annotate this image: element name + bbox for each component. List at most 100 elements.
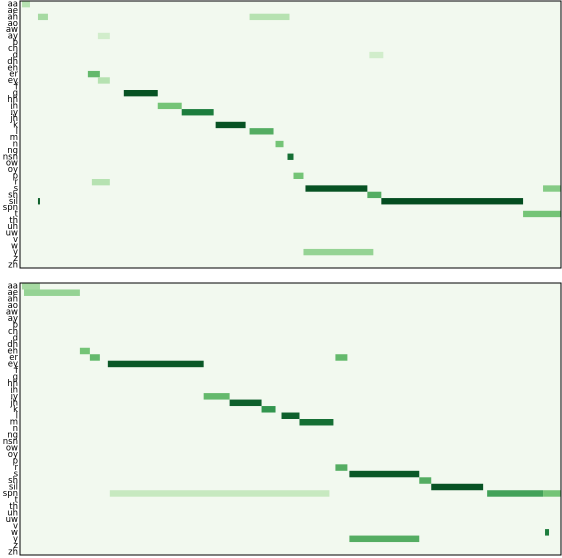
- row-label: b: [13, 38, 18, 48]
- row-label: eh: [7, 347, 18, 357]
- heat-cell: [431, 483, 484, 491]
- row-label: ow: [6, 444, 18, 454]
- heat-cell: [369, 51, 384, 59]
- row-label: t: [15, 209, 19, 219]
- row-label: ae: [8, 288, 18, 298]
- row-label: sh: [8, 190, 18, 200]
- row-label: ng: [7, 146, 18, 156]
- heat-cell: [107, 360, 204, 368]
- row-label: er: [9, 353, 18, 363]
- row-label: b: [13, 321, 18, 331]
- row-label: w: [11, 528, 18, 538]
- row-label: ey: [8, 76, 18, 86]
- row-label: n: [13, 424, 18, 434]
- row-label: d: [13, 334, 18, 344]
- heat-cell: [123, 90, 158, 97]
- heat-cell: [23, 289, 80, 296]
- heat-cell: [543, 185, 561, 192]
- row-label: er: [9, 70, 18, 80]
- row-label: n: [13, 140, 18, 150]
- row-label: aa: [8, 0, 18, 10]
- row-label: sil: [9, 483, 18, 493]
- row-label: dh: [7, 57, 18, 67]
- row-label: ah: [7, 295, 18, 305]
- row-label: ay: [8, 31, 18, 41]
- heat-cell: [303, 248, 374, 256]
- row-label: hh: [7, 379, 18, 389]
- row-label: t: [15, 495, 19, 505]
- row-label: th: [9, 502, 18, 512]
- row-label: ng: [7, 431, 18, 441]
- row-label: iy: [11, 108, 18, 118]
- row-label: z: [14, 254, 19, 264]
- row-label: jh: [9, 398, 18, 408]
- heatmap-background: [20, 1, 561, 268]
- row-label: ah: [7, 12, 18, 22]
- heat-cell: [229, 399, 262, 407]
- row-label: s: [14, 184, 19, 194]
- heat-cell: [249, 13, 290, 21]
- heat-cell: [299, 419, 334, 426]
- heat-cell: [91, 179, 110, 186]
- heat-cell: [215, 121, 246, 129]
- heat-cell: [37, 13, 48, 21]
- row-label: k: [13, 405, 18, 415]
- row-label: d: [13, 51, 18, 61]
- heat-cell: [523, 210, 561, 218]
- row-label: p: [13, 457, 18, 467]
- row-label: w: [11, 241, 18, 251]
- row-label: oy: [8, 165, 18, 175]
- row-label: nsn: [3, 437, 18, 447]
- heat-cell: [281, 412, 300, 419]
- row-label: g: [13, 89, 18, 99]
- row-label: uh: [7, 222, 18, 232]
- heat-cell: [157, 102, 182, 110]
- row-label: l: [16, 411, 18, 421]
- row-label: l: [16, 127, 18, 137]
- row-label: g: [13, 372, 18, 382]
- row-label: z: [14, 541, 19, 551]
- heat-cell: [89, 354, 100, 361]
- row-label: ow: [6, 159, 18, 169]
- row-label: aa: [8, 282, 18, 292]
- row-label: sh: [8, 476, 18, 486]
- row-label: m: [10, 133, 18, 143]
- row-label: eh: [7, 63, 18, 73]
- row-label: ih: [10, 385, 18, 395]
- row-label: s: [14, 470, 19, 480]
- heat-cell: [87, 70, 100, 78]
- panel-frame: [19, 0, 562, 269]
- heat-cell: [419, 477, 432, 484]
- row-label: f: [15, 82, 19, 92]
- row-label: zh: [8, 547, 18, 557]
- heat-cell: [349, 535, 420, 543]
- heat-cell: [335, 354, 348, 361]
- row-label: m: [10, 418, 18, 428]
- heat-cell: [181, 109, 214, 116]
- heat-cell: [487, 490, 544, 497]
- heat-cell: [203, 393, 230, 400]
- row-label: ey: [8, 359, 18, 369]
- panel-frame: [19, 282, 562, 556]
- row-label: v: [13, 235, 18, 245]
- heat-cell: [97, 32, 110, 40]
- row-label: spn: [3, 489, 18, 499]
- row-label: uw: [6, 515, 18, 525]
- heat-cell: [97, 77, 110, 84]
- row-label: nsn: [3, 152, 18, 162]
- row-label: r: [15, 178, 19, 188]
- row-label: aw: [6, 308, 18, 318]
- heat-cell: [545, 529, 550, 536]
- heat-cell: [37, 198, 40, 205]
- row-label: uw: [6, 229, 18, 239]
- row-label: jh: [9, 114, 18, 124]
- heat-cell: [21, 1, 30, 8]
- row-label: f: [15, 366, 19, 376]
- row-label: ao: [8, 301, 18, 311]
- heat-cell: [349, 470, 420, 478]
- row-label: dh: [7, 340, 18, 350]
- row-label: p: [13, 171, 18, 181]
- row-label: th: [9, 216, 18, 226]
- row-label: hh: [7, 95, 18, 105]
